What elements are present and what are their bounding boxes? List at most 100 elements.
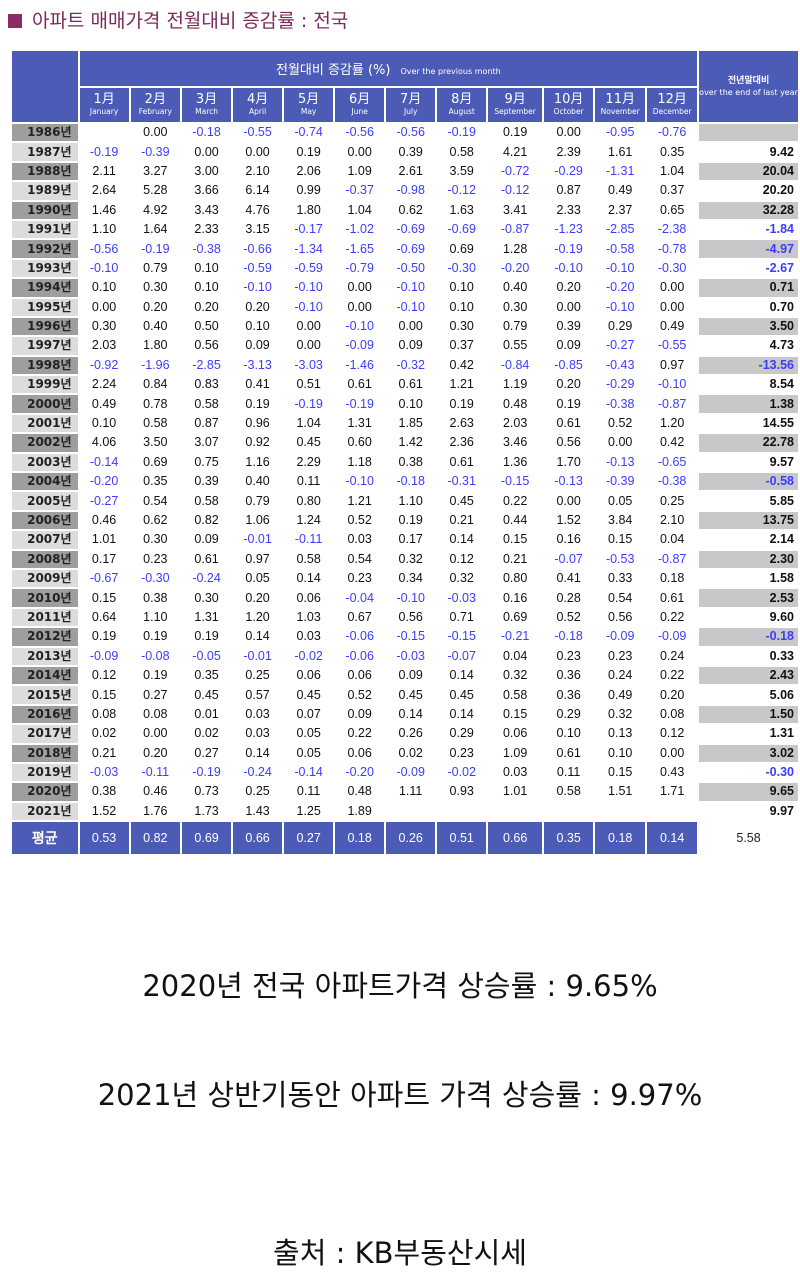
value-cell: 0.84	[130, 376, 181, 394]
value-cell: 0.19	[544, 395, 594, 413]
value-cell: 0.00	[647, 298, 698, 316]
value-cell: 0.10	[79, 279, 129, 297]
value-cell: -0.29	[544, 162, 594, 181]
value-cell: 0.00	[595, 434, 646, 452]
value-cell: 0.22	[335, 725, 385, 743]
value-cell: -0.38	[182, 240, 232, 258]
average-label: 평균	[12, 822, 78, 855]
value-cell: 1.28	[488, 240, 543, 258]
value-cell: 0.41	[544, 569, 594, 588]
year-cell: 1995년	[12, 298, 78, 316]
value-cell: -0.10	[595, 259, 646, 278]
month-header: 6月 June	[335, 88, 385, 122]
value-cell: 0.93	[437, 783, 487, 801]
table-row: 2015년 0.15 0.27 0.45 0.57 0.45 0.52 0.45 0.45 0.5…	[12, 686, 798, 704]
value-cell: -0.69	[386, 240, 436, 258]
value-cell: 1.31	[182, 608, 232, 627]
header-row-main: 전월대비 증감률 (%) Over the previous month 전년말대…	[12, 51, 798, 122]
value-cell: 0.29	[544, 705, 594, 724]
month-header-ko: 5月	[297, 92, 320, 107]
value-cell: 0.00	[647, 279, 698, 297]
value-cell: 0.36	[544, 666, 594, 685]
value-cell: 0.62	[386, 201, 436, 219]
value-cell: 0.52	[595, 414, 646, 433]
value-cell	[544, 802, 594, 821]
value-cell: 0.44	[488, 511, 543, 530]
value-cell: 0.06	[335, 666, 385, 685]
value-cell: 0.96	[233, 414, 283, 433]
value-cell: 1.80	[130, 337, 181, 355]
value-cell	[595, 802, 646, 821]
value-cell: 0.67	[335, 608, 385, 627]
month-header-ko: 3月	[195, 92, 218, 107]
value-cell: 0.19	[488, 124, 543, 142]
value-cell: 0.12	[437, 550, 487, 568]
value-cell: 0.54	[595, 589, 646, 607]
value-cell: -0.20	[335, 763, 385, 782]
value-cell: 0.27	[182, 744, 232, 762]
value-cell: 0.75	[182, 453, 232, 472]
table-row: 2013년 -0.09 -0.08 -0.05 -0.01 -0.02 -0.06 -0.03…	[12, 647, 798, 665]
value-cell: 0.35	[130, 473, 181, 491]
value-cell: 0.09	[182, 531, 232, 549]
value-cell: 0.14	[233, 628, 283, 646]
value-cell: 0.08	[130, 705, 181, 724]
value-cell: 2.39	[544, 143, 594, 161]
year-end-cell: -4.97	[699, 240, 798, 258]
value-cell: 0.19	[437, 395, 487, 413]
value-cell: -0.02	[437, 763, 487, 782]
value-cell	[79, 124, 129, 142]
month-header-ko: 4月	[246, 92, 269, 107]
value-cell: 0.37	[647, 182, 698, 200]
value-cell: -0.13	[544, 473, 594, 491]
value-cell: 1.04	[284, 414, 334, 433]
year-end-cell	[699, 124, 798, 142]
value-cell: 0.42	[647, 434, 698, 452]
table-row: 2020년 0.38 0.46 0.73 0.25 0.11 0.48 1.11 0.93 1.0…	[12, 783, 798, 801]
value-cell: 0.58	[544, 783, 594, 801]
value-cell: 0.25	[233, 666, 283, 685]
value-cell: 0.58	[182, 395, 232, 413]
value-cell: 1.01	[488, 783, 543, 801]
year-end-cell: 1.38	[699, 395, 798, 413]
value-cell: 0.69	[130, 453, 181, 472]
value-cell: 0.23	[335, 569, 385, 588]
value-cell: 1.21	[437, 376, 487, 394]
value-cell: -0.01	[233, 531, 283, 549]
value-cell: 0.10	[233, 317, 283, 336]
year-cell: 2019년	[12, 763, 78, 782]
value-cell: 0.11	[544, 763, 594, 782]
value-cell: -0.56	[79, 240, 129, 258]
value-cell: 0.58	[284, 550, 334, 568]
value-cell: 0.10	[79, 414, 129, 433]
value-cell: 0.39	[544, 317, 594, 336]
value-cell: -0.10	[386, 589, 436, 607]
value-cell: 0.05	[284, 725, 334, 743]
value-cell: 0.15	[488, 531, 543, 549]
square-bullet-icon	[8, 14, 22, 28]
value-cell: 1.24	[284, 511, 334, 530]
value-cell: -0.18	[182, 124, 232, 142]
value-cell: 0.15	[79, 589, 129, 607]
value-cell: 0.34	[386, 569, 436, 588]
year-cell: 2003년	[12, 453, 78, 472]
value-cell: -0.15	[488, 473, 543, 491]
value-cell: 0.45	[386, 686, 436, 704]
value-cell: 0.00	[130, 725, 181, 743]
table-row: 2004년 -0.20 0.35 0.39 0.40 0.11 -0.10 -0.18 -0.3…	[12, 473, 798, 491]
value-cell: -0.07	[437, 647, 487, 665]
value-cell: 0.26	[386, 725, 436, 743]
value-cell: 2.03	[488, 414, 543, 433]
value-cell: 0.09	[544, 337, 594, 355]
value-cell: -0.06	[335, 628, 385, 646]
table-row: 2008년 0.17 0.23 0.61 0.97 0.58 0.54 0.32 0.12 0.2…	[12, 550, 798, 568]
value-cell: 0.52	[544, 608, 594, 627]
value-cell: -0.43	[595, 356, 646, 375]
year-cell: 2017년	[12, 725, 78, 743]
average-cell: 0.18	[335, 822, 385, 855]
year-cell: 2018년	[12, 744, 78, 762]
value-cell: -0.10	[335, 317, 385, 336]
month-header-ko: 6月	[349, 92, 371, 107]
year-cell: 1986년	[12, 124, 78, 142]
value-cell: 0.19	[233, 395, 283, 413]
